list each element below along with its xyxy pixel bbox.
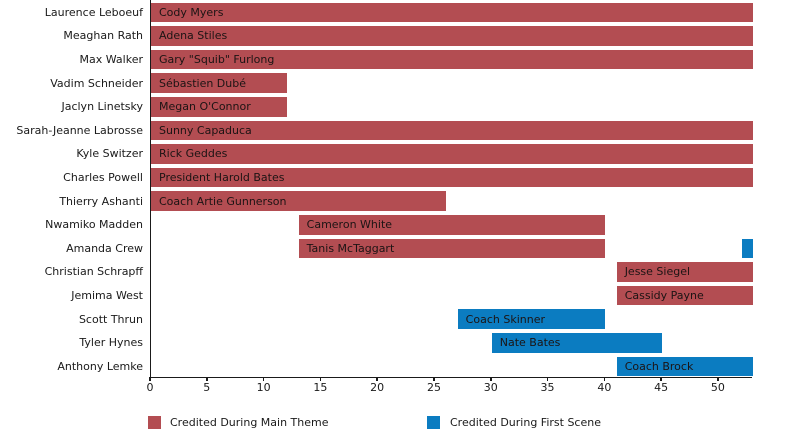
x-tick-label: 30	[483, 381, 498, 394]
bar-label: Cassidy Payne	[624, 289, 704, 303]
bar-segment: Cassidy Payne	[616, 285, 753, 306]
y-axis-label: Nwamiko Madden	[45, 218, 143, 232]
bar-label: Cameron White	[306, 218, 393, 232]
y-axis-label: Christian Schrapff	[44, 265, 143, 279]
bar-label: Megan O'Connor	[159, 100, 251, 114]
y-axis-label: Anthony Lemke	[57, 359, 143, 373]
x-tick	[546, 377, 549, 381]
x-tick-label: 40	[597, 381, 612, 394]
x-tick	[206, 377, 208, 381]
y-axis-label: Amanda Crew	[66, 241, 143, 255]
bar-label: Gary "Squib" Furlong	[159, 53, 275, 67]
bar-label: Jesse Siegel	[624, 265, 691, 279]
y-axis-label: Jemima West	[71, 289, 143, 303]
bar-label: Sunny Capaduca	[159, 123, 252, 137]
x-tick-label: 0	[146, 381, 154, 394]
bar-label: Adena Stiles	[159, 29, 228, 43]
bar-segment: Adena Stiles	[151, 26, 753, 46]
bar-segment: Cody Myers	[151, 2, 753, 23]
bar-segment	[741, 238, 753, 259]
y-axis-label: Meaghan Rath	[63, 29, 143, 43]
x-tick-label: 50	[710, 381, 725, 394]
x-tick-label: 10	[256, 381, 271, 394]
x-tick	[319, 377, 322, 381]
bar-segment: Sébastien Dubé	[151, 73, 288, 94]
x-tick-label: 15	[313, 381, 328, 394]
bar-segment: Sunny Capaduca	[151, 120, 753, 141]
bar-segment: Rick Geddes	[151, 144, 753, 164]
x-tick	[149, 377, 151, 381]
bar-segment: Jesse Siegel	[616, 262, 753, 282]
x-tick	[262, 377, 265, 381]
bar-label: Sébastien Dubé	[159, 76, 247, 90]
x-tick	[603, 377, 606, 381]
x-tick-label: 5	[203, 381, 211, 394]
x-tick	[376, 377, 378, 381]
bar-label: Cody Myers	[159, 5, 224, 19]
plot-area: Cody Myers Adena Stiles Gary "Squib" Furlo…	[150, 0, 753, 378]
x-tick-label: 25	[426, 381, 441, 394]
x-tick	[433, 377, 435, 381]
bar-label: Rick Geddes	[159, 147, 228, 161]
legend-swatch-main-theme	[148, 416, 161, 429]
legend-swatch-first-scene	[427, 416, 440, 429]
y-axis-label: Max Walker	[79, 53, 143, 67]
bar-segment: Megan O'Connor	[151, 96, 288, 117]
bar-segment: Tanis McTaggart	[298, 238, 606, 259]
y-axis-label: Jaclyn Linetsky	[61, 100, 143, 114]
legend-label-first-scene: Credited During First Scene	[450, 416, 601, 429]
y-axis-label: Laurence Leboeuf	[44, 5, 143, 19]
bar-segment: Gary "Squib" Furlong	[151, 49, 753, 70]
legend-label-main-theme: Credited During Main Theme	[170, 416, 329, 429]
y-axis-label: Thierry Ashanti	[59, 194, 143, 208]
x-tick	[717, 377, 719, 381]
bar-label: Nate Bates	[499, 336, 561, 350]
bar-label: Tanis McTaggart	[306, 241, 395, 255]
y-axis-label: Kyle Switzer	[76, 147, 143, 161]
x-tick-label: 20	[370, 381, 385, 394]
bar-segment: Coach Brock	[616, 356, 753, 377]
x-tick	[660, 377, 662, 381]
x-tick	[490, 377, 492, 381]
y-axis-label: Vadim Schneider	[50, 76, 143, 90]
y-axis-label: Sarah-Jeanne Labrosse	[16, 123, 143, 137]
y-axis-label: Scott Thrun	[78, 312, 143, 326]
legend: Credited During Main Theme Credited Duri…	[0, 415, 800, 431]
bar-label: Coach Artie Gunnerson	[159, 194, 287, 208]
bar-segment: Coach Skinner	[457, 309, 606, 330]
bar-segment: Nate Bates	[491, 332, 663, 353]
bar-segment: President Harold Bates	[151, 167, 753, 188]
y-axis-label: Charles Powell	[63, 171, 143, 185]
bar-segment: Cameron White	[298, 214, 606, 235]
y-axis-label: Tyler Hynes	[79, 336, 143, 350]
x-tick-label: 45	[654, 381, 669, 394]
bar-segment: Coach Artie Gunnerson	[151, 191, 447, 212]
bar-label: Coach Brock	[624, 359, 694, 373]
bar-label: Coach Skinner	[465, 312, 545, 326]
bar-label: President Harold Bates	[159, 171, 285, 185]
x-tick-label: 35	[540, 381, 555, 394]
